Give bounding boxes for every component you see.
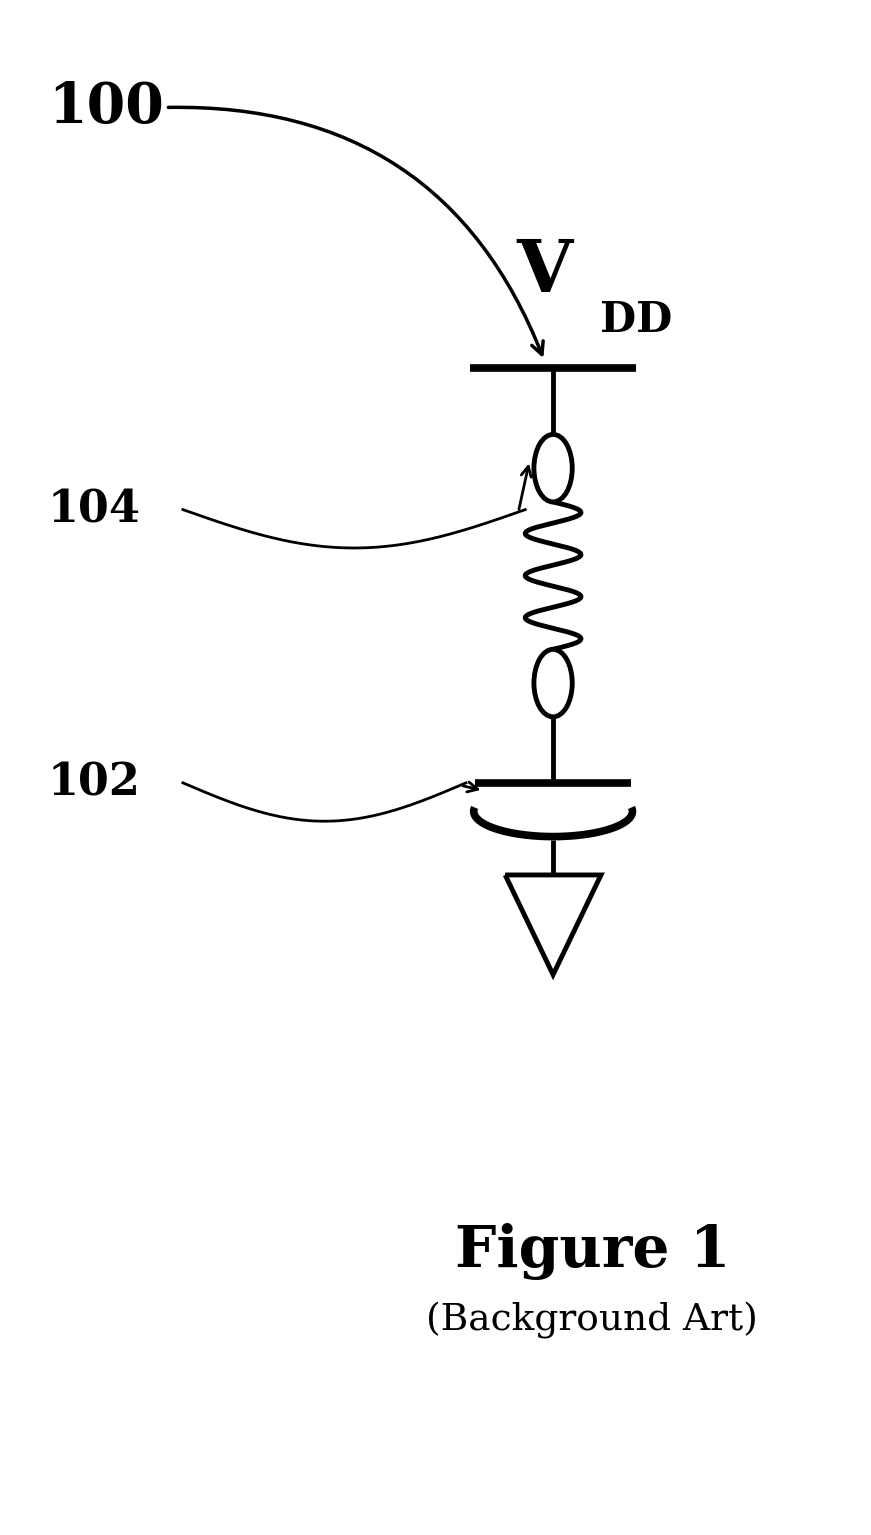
Text: 102: 102 bbox=[48, 761, 141, 804]
Circle shape bbox=[534, 434, 572, 502]
Text: Figure 1: Figure 1 bbox=[455, 1222, 730, 1280]
Text: DD: DD bbox=[600, 299, 672, 341]
Text: V: V bbox=[517, 236, 572, 307]
Text: (Background Art): (Background Art) bbox=[426, 1302, 759, 1339]
Text: 104: 104 bbox=[48, 488, 141, 531]
Text: 100: 100 bbox=[48, 80, 164, 135]
Circle shape bbox=[534, 649, 572, 717]
